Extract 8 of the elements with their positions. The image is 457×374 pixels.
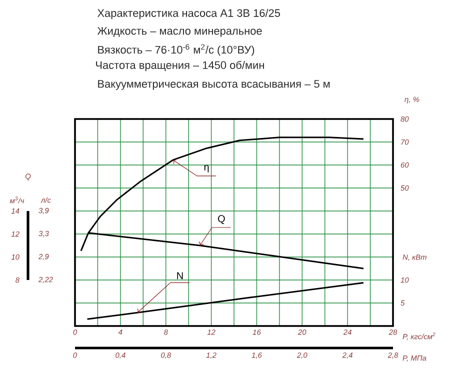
text: Частота вращения – 1450 об/мин [96, 60, 264, 72]
text: Вакуумметрическая высота всасывания – 5 м [98, 80, 330, 90]
text: N [177, 272, 183, 280]
series-label: η [204, 165, 209, 172]
chart-title: Характеристика насоса А1 3В 16/25 [97, 8, 280, 20]
text: Вязкость – 76·10$^{-6}$ м$^{2}$/с (10°ВУ) [98, 44, 254, 56]
text: Жидкость – масло минеральное [97, 27, 262, 37]
text: Q [218, 215, 225, 224]
